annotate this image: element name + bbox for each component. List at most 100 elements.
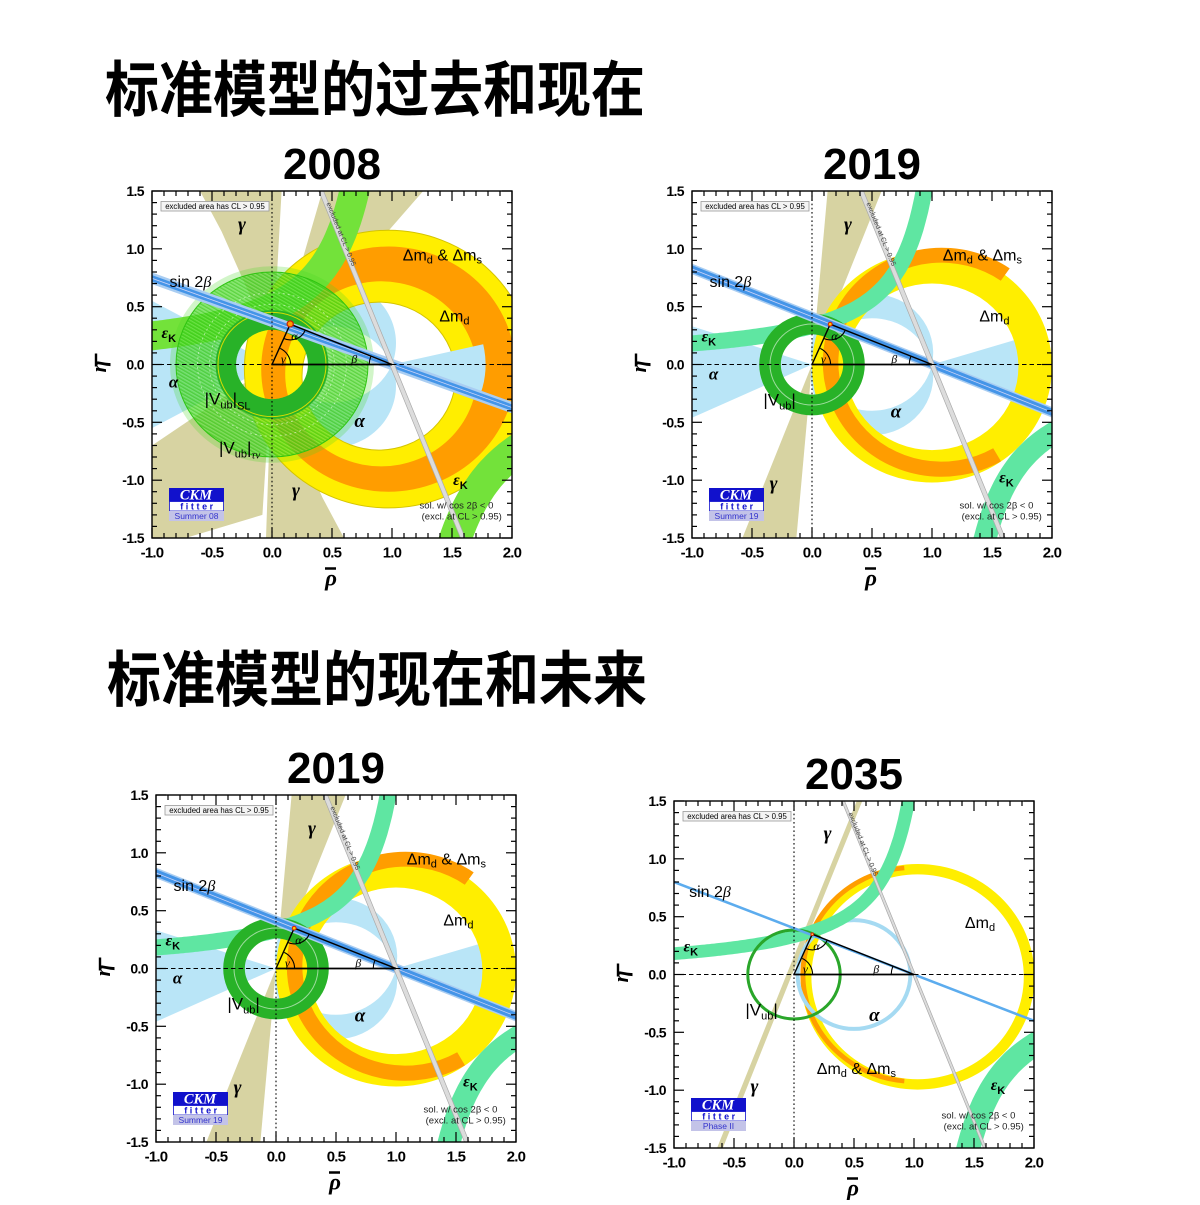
svg-text:fitter: fitter	[180, 502, 216, 512]
svg-text:(excl. at CL > 0.95): (excl. at CL > 0.95)	[426, 1116, 506, 1127]
svg-text:Phase II: Phase II	[703, 1121, 734, 1131]
svg-text:1.5: 1.5	[130, 787, 148, 803]
svg-text:CKM: CKM	[184, 1092, 217, 1108]
svg-text:2.0: 2.0	[507, 1149, 526, 1166]
svg-text:η: η	[90, 964, 115, 976]
svg-text:α: α	[813, 939, 820, 953]
svg-text:β: β	[890, 352, 897, 366]
svg-text:-1.0: -1.0	[644, 1082, 667, 1098]
svg-text:|Vub|: |Vub|	[227, 995, 259, 1017]
svg-text:α: α	[173, 969, 183, 988]
svg-text:γ: γ	[234, 1077, 242, 1098]
svg-text:-1.0: -1.0	[122, 472, 145, 488]
svg-text:sin 2β: sin 2β	[689, 884, 731, 901]
svg-text:1.5: 1.5	[983, 545, 1002, 562]
svg-text:0.5: 0.5	[666, 299, 684, 315]
svg-text:CKM: CKM	[720, 488, 753, 504]
svg-text:1.0: 1.0	[923, 545, 942, 562]
svg-text:α: α	[891, 402, 902, 423]
svg-text:Δmd: Δmd	[979, 309, 1009, 328]
svg-text:0.5: 0.5	[845, 1155, 864, 1172]
svg-text:(excl. at CL > 0.95): (excl. at CL > 0.95)	[944, 1122, 1024, 1133]
svg-text:0.5: 0.5	[130, 903, 148, 919]
svg-text:-1.5: -1.5	[126, 1134, 149, 1150]
svg-text:α: α	[869, 1005, 880, 1026]
svg-text:0.0: 0.0	[803, 545, 822, 562]
svg-text:0.0: 0.0	[126, 357, 144, 373]
svg-text:γ: γ	[803, 962, 808, 976]
svg-text:1.5: 1.5	[447, 1149, 466, 1166]
svg-text:0.0: 0.0	[263, 545, 282, 562]
svg-text:-1.5: -1.5	[662, 530, 685, 546]
svg-text:0.5: 0.5	[126, 299, 144, 315]
svg-text:2.0: 2.0	[503, 545, 522, 562]
svg-text:β: β	[354, 956, 361, 970]
svg-text:-1.0: -1.0	[126, 1076, 149, 1092]
svg-text:Δmd & Δms: Δmd & Δms	[407, 851, 487, 870]
svg-text:0.5: 0.5	[863, 545, 882, 562]
svg-text:γ: γ	[308, 818, 316, 839]
svg-text:0.5: 0.5	[648, 909, 666, 925]
svg-text:excluded area has CL > 0.95: excluded area has CL > 0.95	[169, 806, 269, 815]
svg-text:|Vub|τν: |Vub|τν	[219, 439, 260, 462]
svg-text:sol. w/ cos 2β < 0: sol. w/ cos 2β < 0	[420, 501, 494, 512]
svg-text:α: α	[295, 933, 302, 947]
svg-text:excluded area has CL > 0.95: excluded area has CL > 0.95	[165, 202, 265, 211]
svg-text:0.0: 0.0	[785, 1155, 804, 1172]
svg-text:γ: γ	[238, 214, 246, 235]
svg-text:η: η	[626, 360, 651, 372]
svg-text:γ: γ	[292, 480, 300, 501]
svg-text:Δmd: Δmd	[443, 913, 473, 932]
svg-text:0.0: 0.0	[267, 1149, 286, 1166]
svg-text:2.0: 2.0	[1025, 1155, 1044, 1172]
svg-text:Summer 19: Summer 19	[715, 511, 759, 521]
svg-text:0.0: 0.0	[666, 357, 684, 373]
svg-text:fitter: fitter	[184, 1106, 220, 1116]
svg-text:β: β	[872, 962, 879, 976]
svg-text:1.5: 1.5	[126, 183, 144, 199]
svg-text:1.5: 1.5	[666, 183, 684, 199]
svg-text:α: α	[291, 329, 298, 343]
svg-text:2.0: 2.0	[1043, 545, 1062, 562]
svg-text:ρ: ρ	[864, 566, 877, 591]
svg-text:CKM: CKM	[180, 488, 213, 504]
svg-text:α: α	[355, 1006, 366, 1027]
svg-text:sin 2β: sin 2β	[174, 878, 216, 895]
svg-text:γ: γ	[750, 1077, 758, 1098]
svg-text:α: α	[831, 329, 838, 343]
svg-text:fitter: fitter	[702, 1112, 738, 1122]
svg-text:fitter: fitter	[720, 502, 756, 512]
svg-text:ρ: ρ	[324, 566, 337, 591]
svg-text:ρ: ρ	[328, 1170, 341, 1195]
svg-text:γ: γ	[770, 473, 778, 494]
svg-text:excluded area has CL > 0.95: excluded area has CL > 0.95	[705, 202, 805, 211]
svg-text:0.0: 0.0	[130, 961, 148, 977]
svg-text:0.5: 0.5	[323, 545, 342, 562]
svg-text:0.0: 0.0	[648, 967, 666, 983]
svg-text:γ: γ	[821, 352, 826, 366]
svg-text:sin 2β: sin 2β	[710, 274, 752, 291]
svg-text:1.5: 1.5	[965, 1155, 984, 1172]
svg-text:Δmd & Δms: Δmd & Δms	[403, 247, 483, 266]
svg-text:(excl. at CL > 0.95): (excl. at CL > 0.95)	[422, 512, 502, 523]
svg-text:excluded area has CL > 0.95: excluded area has CL > 0.95	[687, 812, 787, 821]
svg-text:sol. w/ cos 2β < 0: sol. w/ cos 2β < 0	[424, 1105, 498, 1116]
svg-text:γ: γ	[844, 214, 852, 235]
svg-text:-0.5: -0.5	[662, 414, 685, 430]
svg-text:-0.5: -0.5	[723, 1155, 746, 1172]
svg-text:1.0: 1.0	[383, 545, 402, 562]
svg-text:1.0: 1.0	[387, 1149, 406, 1166]
svg-text:CKM: CKM	[702, 1098, 735, 1114]
svg-text:α: α	[354, 411, 365, 432]
svg-text:α: α	[169, 373, 179, 392]
svg-text:η: η	[86, 360, 111, 372]
svg-text:-0.5: -0.5	[205, 1149, 228, 1166]
svg-text:2019: 2019	[287, 744, 385, 793]
svg-text:-0.5: -0.5	[122, 414, 145, 430]
svg-text:-0.5: -0.5	[201, 545, 224, 562]
svg-text:β: β	[350, 352, 357, 366]
svg-text:1.0: 1.0	[126, 241, 144, 257]
svg-text:-1.0: -1.0	[141, 545, 164, 562]
svg-text:ρ: ρ	[846, 1176, 859, 1201]
svg-text:γ: γ	[285, 956, 290, 970]
